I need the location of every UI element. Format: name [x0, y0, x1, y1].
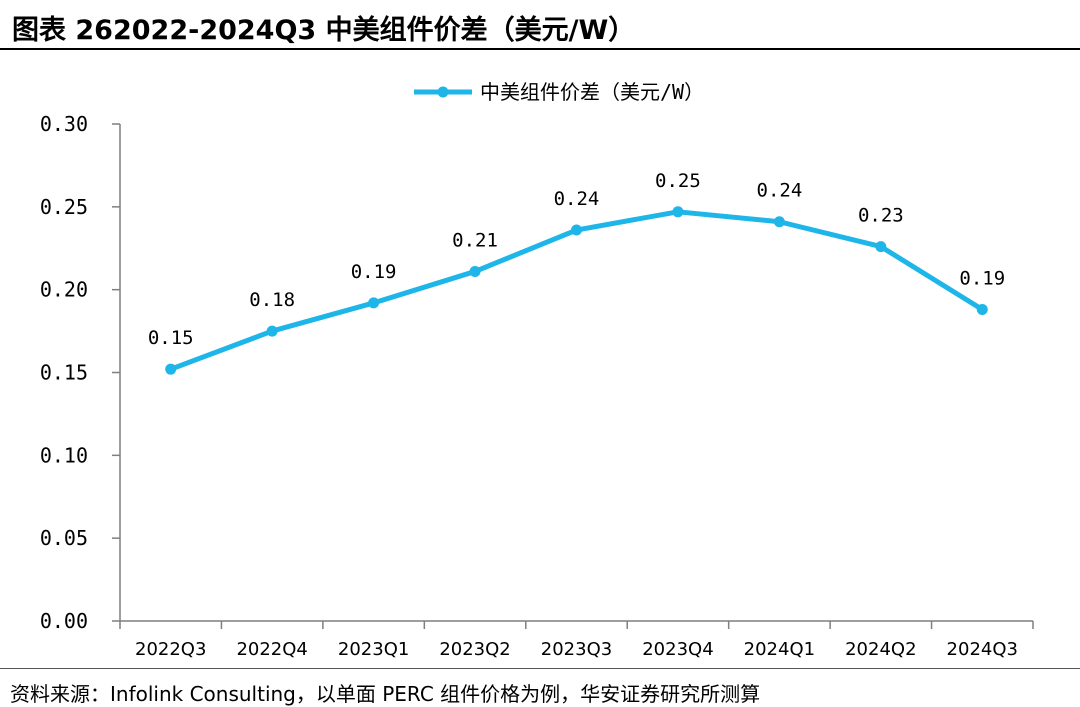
data-label: 0.24: [554, 188, 600, 210]
data-labels: 0.15 0.18 0.19 0.21 0.24 0.25 0.24 0.23 0.19: [148, 170, 1005, 349]
y-tick-label: 0.10: [40, 443, 88, 467]
data-label: 0.15: [148, 327, 194, 349]
data-point: [266, 325, 278, 337]
data-point: [976, 304, 988, 316]
y-tick-label: 0.05: [40, 526, 88, 550]
data-point: [773, 216, 785, 228]
y-tick-label: 0.15: [40, 361, 88, 385]
chart-title: 图表 262022-2024Q3 中美组件价差（美元/W）: [12, 15, 636, 46]
legend-label: 中美组件价差（美元/W）: [480, 80, 704, 104]
x-axis-ticks: 2022Q3 2022Q4 2023Q1 2023Q2 2023Q3 2023Q4 2024…: [119, 621, 1034, 660]
data-point: [469, 265, 481, 277]
data-label: 0.23: [858, 205, 904, 227]
data-point: [165, 363, 177, 375]
data-point: [571, 224, 582, 236]
x-tick-label: 2023Q1: [338, 639, 409, 660]
data-label: 0.19: [351, 261, 397, 283]
x-tick-label: 2023Q3: [541, 639, 612, 660]
data-label: 0.18: [249, 289, 295, 311]
y-tick-label: 0.00: [40, 609, 88, 633]
title-divider: [0, 48, 1080, 50]
data-point: [368, 297, 380, 309]
line-chart: 中美组件价差（美元/W） 0.00 0.05 0.10 0.15 0.20 0.25 0.3…: [40, 80, 1034, 660]
data-point: [672, 206, 684, 218]
data-point: [875, 241, 887, 253]
y-tick-label: 0.25: [40, 195, 88, 219]
x-tick-label: 2024Q2: [845, 639, 916, 660]
y-axis-ticks: 0.00 0.05 0.10 0.15 0.20 0.25 0.30: [40, 112, 120, 633]
x-tick-label: 2023Q4: [642, 639, 713, 660]
footer-divider: [0, 668, 1080, 669]
x-tick-label: 2022Q3: [135, 639, 206, 660]
legend-marker: [437, 86, 449, 98]
source-note: 资料来源：Infolink Consulting，以单面 PERC 组件价格为例…: [10, 682, 761, 706]
x-tick-label: 2022Q4: [236, 639, 307, 660]
legend: 中美组件价差（美元/W）: [414, 80, 704, 104]
x-tick-label: 2023Q2: [439, 639, 510, 660]
data-label: 0.24: [757, 180, 803, 202]
y-tick-label: 0.20: [40, 278, 88, 302]
x-tick-label: 2024Q1: [744, 639, 815, 660]
y-tick-label: 0.30: [40, 112, 88, 136]
data-label: 0.19: [959, 268, 1005, 290]
data-label: 0.21: [452, 229, 498, 251]
data-label: 0.25: [655, 170, 701, 192]
data-points: [165, 206, 988, 375]
x-tick-label: 2024Q3: [947, 639, 1018, 660]
